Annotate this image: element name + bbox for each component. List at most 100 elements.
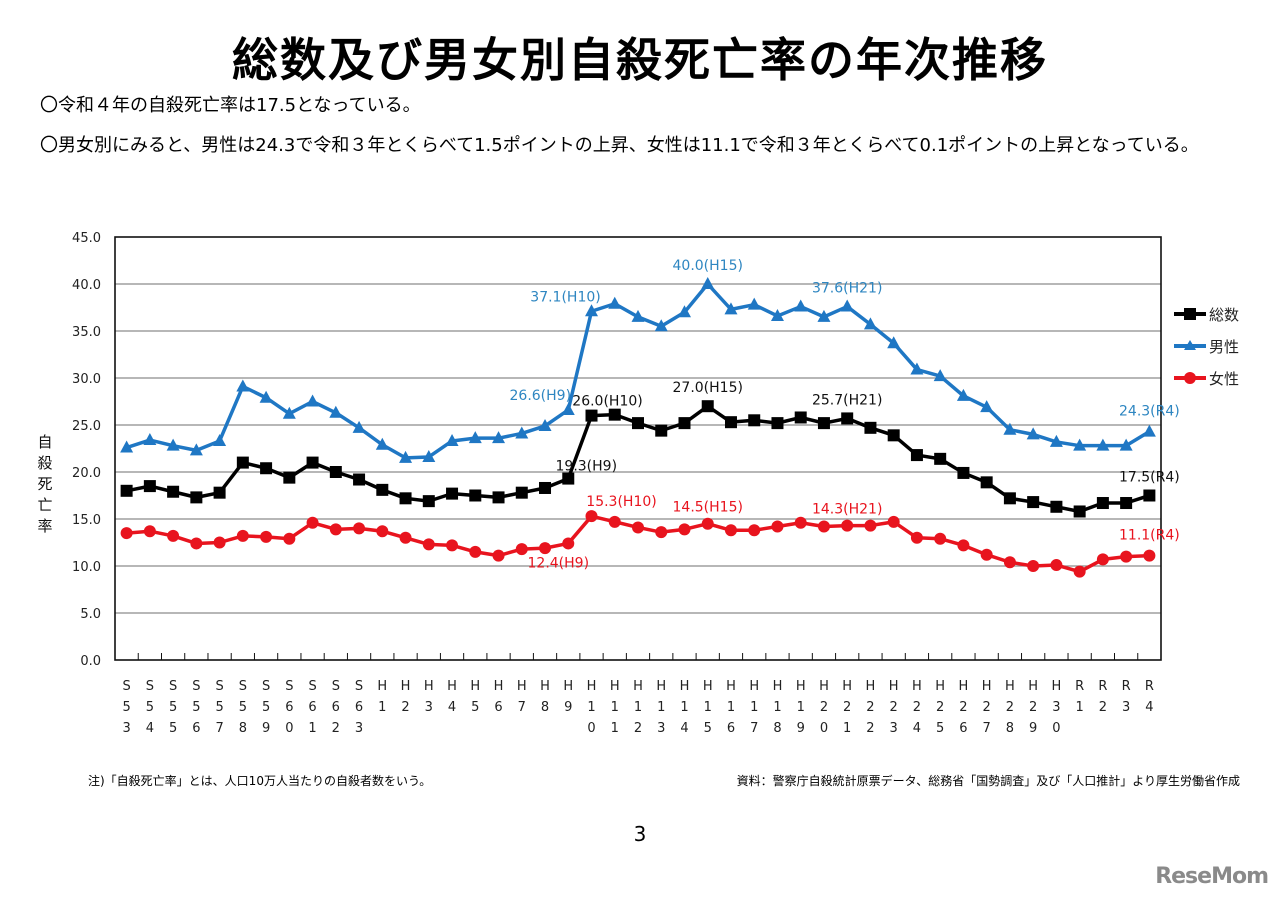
x-tick-label: H <box>680 679 690 694</box>
x-tick-label: H <box>494 679 504 694</box>
data-point-total <box>213 486 226 499</box>
x-tick-label: 1 <box>657 700 665 715</box>
data-point-male <box>399 450 413 463</box>
x-tick-label: 5 <box>239 700 247 715</box>
data-point-female <box>632 521 644 534</box>
data-point-total <box>608 408 621 421</box>
data-point-female <box>585 510 598 523</box>
data-point-male <box>445 433 459 446</box>
data-point-male <box>1049 434 1063 447</box>
x-tick-label: S <box>355 679 363 694</box>
data-label: 37.1(H10) <box>530 289 600 305</box>
x-tick-label: 1 <box>1076 700 1084 715</box>
data-point-female <box>980 548 993 561</box>
data-point-total <box>143 480 156 493</box>
data-point-male <box>538 418 552 431</box>
data-point-female <box>190 537 203 550</box>
x-tick-label: 4 <box>680 721 688 736</box>
y-axis-label-char: 亡 <box>37 496 52 514</box>
data-point-male <box>677 305 691 318</box>
data-point-total <box>1143 489 1156 502</box>
data-point-female <box>492 549 505 562</box>
x-tick-label: 5 <box>122 700 130 715</box>
x-tick-label: H <box>656 679 666 694</box>
x-tick-label: H <box>1028 679 1038 694</box>
data-point-female <box>701 517 714 530</box>
x-tick-label: S <box>262 679 270 694</box>
data-point-total <box>748 414 761 427</box>
x-tick-label: 8 <box>541 700 549 715</box>
x-tick-label: H <box>470 679 480 694</box>
summary-bullet-gender: 〇男女別にみると、男性は24.3で令和３年とくらべて1.5ポイントの上昇、女性は… <box>40 135 1199 156</box>
data-point-female <box>446 539 459 552</box>
footnote: 注)「自殺死亡率」とは、人口10万人当たりの自殺者数をいう。 <box>88 774 432 788</box>
source-note: 資料：警察庁自殺統計原票データ、総務省「国勢調査」及び「人口推計」より厚生労働省… <box>736 774 1240 788</box>
data-point-male <box>747 297 761 310</box>
y-tick-label: 20.0 <box>72 466 101 481</box>
x-tick-label: 1 <box>680 700 688 715</box>
data-point-female <box>306 516 319 529</box>
x-tick-label: 4 <box>146 721 154 736</box>
data-point-male <box>933 369 947 382</box>
x-tick-label: S <box>239 679 247 694</box>
x-tick-label: H <box>377 679 387 694</box>
x-tick-label: 0 <box>820 721 828 736</box>
data-label: 19.3(H9) <box>556 459 618 475</box>
summary-bullet-total: 〇令和４年の自殺死亡率は17.5となっている。 <box>40 95 421 116</box>
y-axis-label-char: 死 <box>37 475 52 493</box>
data-point-male <box>120 440 134 453</box>
x-tick-label: H <box>540 679 550 694</box>
data-point-total <box>957 466 970 479</box>
data-point-male <box>980 400 994 413</box>
x-tick-label: 3 <box>122 721 130 736</box>
data-label: 14.5(H15) <box>673 500 743 516</box>
x-tick-label: H <box>982 679 992 694</box>
x-tick-label: R <box>1098 679 1107 694</box>
x-tick-label: 1 <box>308 721 316 736</box>
plot-frame <box>114 236 1162 661</box>
x-tick-label: H <box>749 679 759 694</box>
data-point-total <box>236 456 249 469</box>
x-tick-label: 5 <box>215 700 223 715</box>
data-point-total <box>190 491 203 504</box>
x-tick-label: S <box>146 679 154 694</box>
data-point-female <box>353 522 366 535</box>
x-tick-label: S <box>122 679 130 694</box>
x-tick-label: R <box>1122 679 1131 694</box>
data-point-total <box>817 417 830 430</box>
data-point-female <box>1096 553 1109 566</box>
data-label: 40.0(H15) <box>673 258 743 274</box>
data-point-total <box>724 416 737 429</box>
x-tick-label: 7 <box>518 700 526 715</box>
x-tick-label: 5 <box>471 700 479 715</box>
data-point-total <box>329 466 342 478</box>
x-tick-label: 1 <box>727 700 735 715</box>
x-tick-label: 2 <box>890 700 898 715</box>
data-point-male <box>189 443 203 456</box>
data-point-female <box>864 519 877 532</box>
data-point-male <box>654 319 668 332</box>
legend-label: 女性 <box>1209 370 1239 388</box>
x-tick-label: R <box>1075 679 1084 694</box>
x-tick-label: 7 <box>750 721 758 736</box>
x-tick-label: H <box>1052 679 1062 694</box>
x-tick-label: 2 <box>1006 700 1014 715</box>
data-label: 27.0(H15) <box>673 380 743 396</box>
data-point-male <box>375 437 389 450</box>
data-point-total <box>353 473 366 486</box>
data-point-female <box>376 525 389 538</box>
x-tick-label: 2 <box>401 700 409 715</box>
data-point-total <box>283 471 296 484</box>
data-label: 26.6(H9) <box>510 388 572 404</box>
data-point-female <box>1050 559 1063 572</box>
x-tick-label: 3 <box>1122 700 1130 715</box>
data-point-male <box>468 431 482 444</box>
data-point-female <box>167 529 180 542</box>
data-point-total <box>794 411 807 424</box>
y-tick-label: 45.0 <box>72 231 101 246</box>
data-point-male <box>329 405 343 418</box>
data-point-total <box>864 421 877 434</box>
x-tick-label: 4 <box>448 700 456 715</box>
x-tick-label: 5 <box>262 700 270 715</box>
x-tick-label: 8 <box>239 721 247 736</box>
